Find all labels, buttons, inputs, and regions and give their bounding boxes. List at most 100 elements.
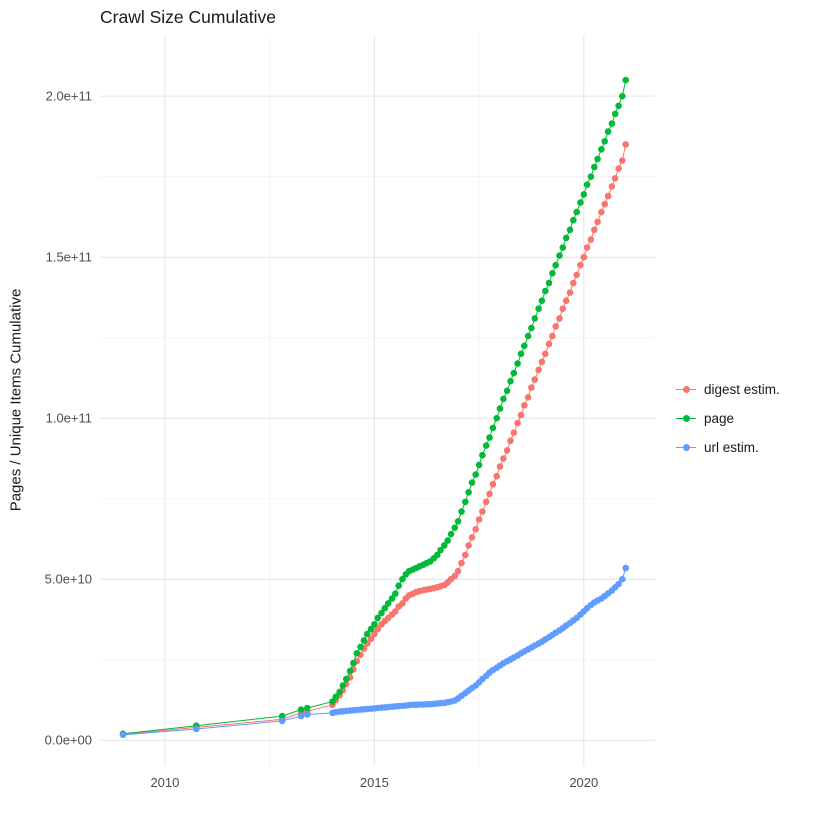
data-point-page (528, 324, 535, 332)
data-point-page (598, 146, 605, 153)
point-line-key-icon (676, 382, 696, 396)
data-point-digest-estim (507, 437, 514, 445)
data-point-page (591, 163, 598, 171)
data-point-digest-estim (608, 183, 616, 190)
legend-label-url-estim: url estim. (704, 439, 759, 455)
data-point-page (378, 609, 385, 617)
data-point-page (353, 650, 361, 657)
data-point-digest-estim (556, 315, 563, 322)
data-point-digest-estim (371, 630, 378, 638)
data-point-digest-estim (549, 332, 556, 340)
data-point-page (514, 360, 521, 367)
data-point-page (549, 270, 556, 277)
data-point-page (392, 590, 399, 597)
data-point-digest-estim (601, 200, 608, 208)
data-point-digest-estim (562, 297, 570, 305)
data-point-page (462, 498, 469, 506)
data-point-digest-estim (493, 472, 501, 480)
data-point-digest-estim (545, 340, 553, 348)
y-tick-label: 2.0e+11 (46, 89, 92, 104)
data-point-page (374, 614, 382, 622)
data-point-digest-estim (622, 141, 629, 148)
data-point-digest-estim (479, 508, 486, 515)
data-point-page (493, 414, 501, 422)
data-point-page (601, 138, 608, 145)
data-point-page (482, 442, 490, 449)
data-point-digest-estim (619, 157, 626, 164)
data-point-page (297, 706, 305, 713)
data-point-digest-estim (598, 208, 605, 216)
data-point-digest-estim (583, 244, 591, 251)
data-point-page (587, 173, 595, 180)
data-point-digest-estim (591, 226, 598, 234)
x-tick-label: 2010 (150, 775, 179, 790)
data-point-url-estim (193, 725, 200, 733)
data-point-digest-estim (374, 625, 382, 633)
data-point-digest-estim (451, 572, 459, 580)
y-tick-label: 0.0e+00 (45, 733, 92, 748)
data-point-digest-estim (604, 192, 612, 200)
data-point-page (542, 287, 549, 295)
data-point-page (608, 120, 616, 127)
data-point-page (388, 595, 396, 602)
data-point-digest-estim (587, 236, 595, 243)
data-point-digest-estim (538, 358, 546, 366)
data-point-page (531, 315, 539, 322)
data-point-page (451, 524, 459, 531)
data-point-digest-estim (552, 323, 559, 330)
data-point-digest-estim (482, 498, 490, 506)
data-point-page (552, 261, 559, 269)
data-point-page (507, 377, 514, 385)
data-point-digest-estim (503, 447, 511, 454)
data-point-page (336, 688, 343, 696)
data-point-page (619, 92, 626, 100)
data-point-digest-estim (580, 253, 588, 261)
point-line-key-icon (676, 411, 696, 425)
data-point-digest-estim (566, 289, 574, 296)
data-point-page (363, 630, 371, 638)
data-point-url-estim (619, 575, 626, 583)
data-point-digest-estim (367, 635, 375, 643)
x-tick-label: 2020 (569, 775, 598, 790)
data-point-page (468, 479, 476, 486)
data-point-page (465, 489, 472, 496)
data-point-url-estim (615, 580, 622, 588)
data-point-page (566, 226, 574, 234)
data-point-page (360, 637, 368, 644)
chart-title: Crawl Size Cumulative (100, 7, 277, 27)
data-point-digest-estim (514, 419, 521, 427)
data-point-page (594, 155, 601, 163)
data-point-page (583, 181, 591, 188)
data-point-digest-estim (570, 279, 577, 287)
data-point-digest-estim (468, 534, 476, 541)
data-point-page (343, 675, 350, 683)
data-point-page (367, 625, 375, 633)
data-point-digest-estim (531, 376, 539, 383)
data-point-page (441, 542, 448, 549)
data-point-page (573, 208, 580, 216)
data-point-page (580, 191, 588, 198)
data-point-page (339, 682, 347, 689)
data-point-page (604, 128, 612, 135)
data-point-page (384, 600, 392, 607)
data-point-page (332, 693, 340, 701)
data-point-page (535, 305, 542, 313)
data-point-url-estim (297, 712, 305, 720)
data-point-digest-estim (524, 394, 532, 401)
data-point-digest-estim (517, 411, 525, 419)
data-point-page (622, 76, 629, 84)
data-point-digest-estim (465, 542, 472, 549)
data-point-page (447, 530, 455, 538)
data-point-digest-estim (577, 261, 584, 269)
data-point-page (570, 216, 577, 224)
data-point-page (444, 537, 452, 544)
data-point-page (437, 546, 444, 554)
data-point-digest-estim (559, 305, 567, 313)
data-point-page (538, 297, 546, 305)
data-point-page (489, 424, 497, 432)
data-point-url-estim (119, 731, 127, 739)
data-point-digest-estim (542, 350, 549, 358)
data-point-page (500, 395, 507, 403)
point-line-key-icon (676, 440, 696, 454)
